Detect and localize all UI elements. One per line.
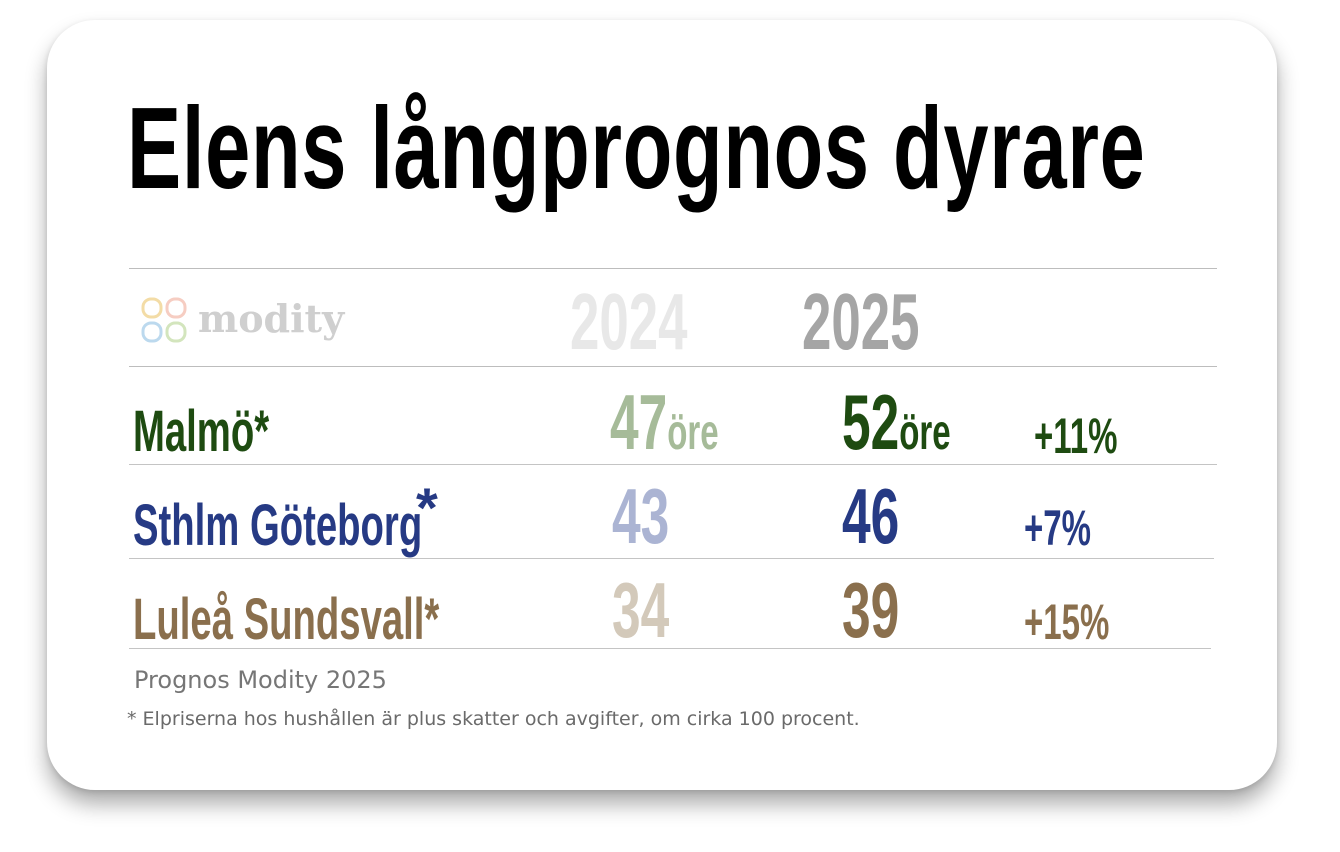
- divider-row-1: [129, 464, 1217, 465]
- price-malmo-2024: 47öre: [610, 382, 719, 462]
- region-sthlm-goteborg-asterisk: *: [416, 476, 438, 539]
- divider-header: [129, 366, 1217, 367]
- price-malmo-2025: 52öre: [842, 382, 951, 462]
- price-malmo-2025-value: 52: [842, 378, 900, 466]
- modity-logo: modity: [140, 296, 350, 346]
- modity-logo-icon: [141, 297, 187, 343]
- price-lulea-sundsvall-2025: 39: [842, 566, 900, 654]
- region-malmo: Malmö*: [133, 399, 270, 464]
- divider-row-2: [129, 558, 1214, 559]
- price-malmo-2024-unit: öre: [667, 404, 719, 460]
- price-sthlm-goteborg-2025: 46: [842, 472, 900, 560]
- change-malmo: +11%: [1034, 408, 1118, 464]
- source-note: Prognos Modity 2025: [134, 666, 387, 694]
- footnote: * Elpriserna hos hushållen är plus skatt…: [127, 708, 860, 730]
- price-sthlm-goteborg-2024: 43: [612, 472, 670, 560]
- change-sthlm-goteborg: +7%: [1024, 500, 1091, 556]
- region-lulea-sundsvall: Luleå Sundsvall*: [133, 587, 440, 652]
- price-malmo-2024-value: 47: [610, 378, 668, 466]
- info-card: [47, 20, 1277, 790]
- price-malmo-2025-unit: öre: [899, 404, 951, 460]
- region-sthlm-goteborg: Sthlm Göteborg: [133, 493, 423, 558]
- modity-logo-text: modity: [198, 296, 345, 341]
- change-lulea-sundsvall: +15%: [1024, 594, 1110, 650]
- price-lulea-sundsvall-2024: 34: [612, 566, 670, 654]
- page-title: Elens långprognos dyrare: [127, 83, 1146, 213]
- divider-top: [129, 268, 1217, 269]
- year-current: 2025: [802, 277, 920, 366]
- divider-bottom: [129, 648, 1211, 649]
- year-previous: 2024: [570, 277, 688, 366]
